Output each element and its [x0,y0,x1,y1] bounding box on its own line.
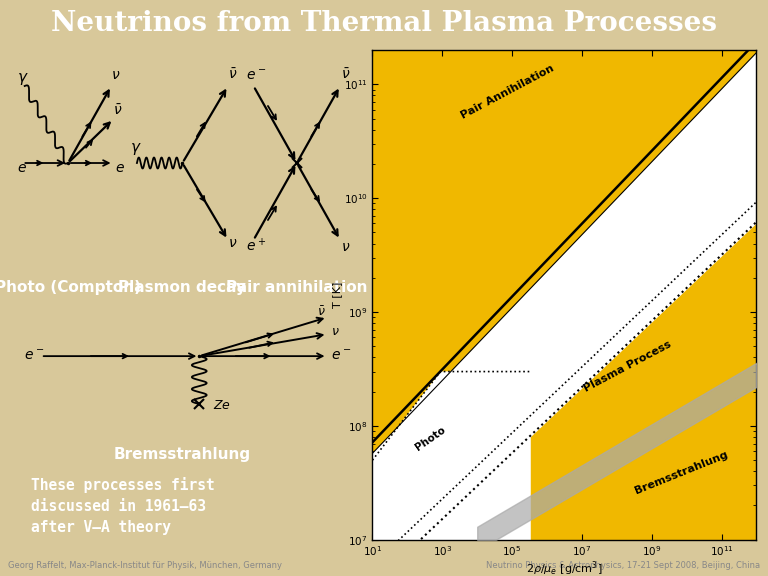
Text: $\gamma$: $\gamma$ [17,71,28,88]
Text: $e^-$: $e^-$ [331,349,351,363]
Text: $\nu$: $\nu$ [111,69,121,82]
Text: Pair Annihilation: Pair Annihilation [459,63,555,120]
Text: Photo (Compton): Photo (Compton) [0,280,141,295]
Text: $\nu$: $\nu$ [228,236,237,249]
Text: Georg Raffelt, Max-Planck-Institut für Physik, München, Germany: Georg Raffelt, Max-Planck-Institut für P… [8,560,282,570]
Text: $\bar{\nu}$: $\bar{\nu}$ [341,67,351,82]
Text: Neutrinos from Thermal Plasma Processes: Neutrinos from Thermal Plasma Processes [51,10,717,37]
Text: Photo: Photo [413,425,448,453]
Text: Bremsstrahlung: Bremsstrahlung [114,448,251,463]
Text: $e^-$: $e^-$ [246,69,266,82]
Text: $e$: $e$ [114,161,124,175]
Text: $Ze$: $Ze$ [213,399,230,412]
Text: Neutrino Physics & Astrophysics, 17-21 Sept 2008, Beijing, China: Neutrino Physics & Astrophysics, 17-21 S… [486,560,760,570]
Text: These processes first
discussed in 1961–63
after V–A theory: These processes first discussed in 1961–… [31,478,214,535]
Text: $\bar{\nu}$: $\bar{\nu}$ [317,305,326,319]
Y-axis label: T [K]: T [K] [333,282,343,308]
Text: Bremsstrahlung: Bremsstrahlung [634,450,730,497]
Text: $\nu$: $\nu$ [331,325,339,339]
Text: $\bar{\nu}$: $\bar{\nu}$ [114,103,123,118]
Text: $\nu$: $\nu$ [341,240,351,254]
X-axis label: $2\rho/\mu_e\ \rm{[g/cm^3]}$: $2\rho/\mu_e\ \rm{[g/cm^3]}$ [526,560,603,576]
Text: Plasmon decay: Plasmon decay [118,280,247,295]
Text: Pair annihilation: Pair annihilation [226,280,368,295]
Text: $e$: $e$ [17,161,27,175]
Text: $\gamma$: $\gamma$ [131,141,142,157]
Text: Plasma Process: Plasma Process [582,339,673,393]
Text: $\bar{\nu}$: $\bar{\nu}$ [228,67,237,82]
Text: $e^+$: $e^+$ [246,237,266,254]
Text: $e^-$: $e^-$ [24,349,44,363]
